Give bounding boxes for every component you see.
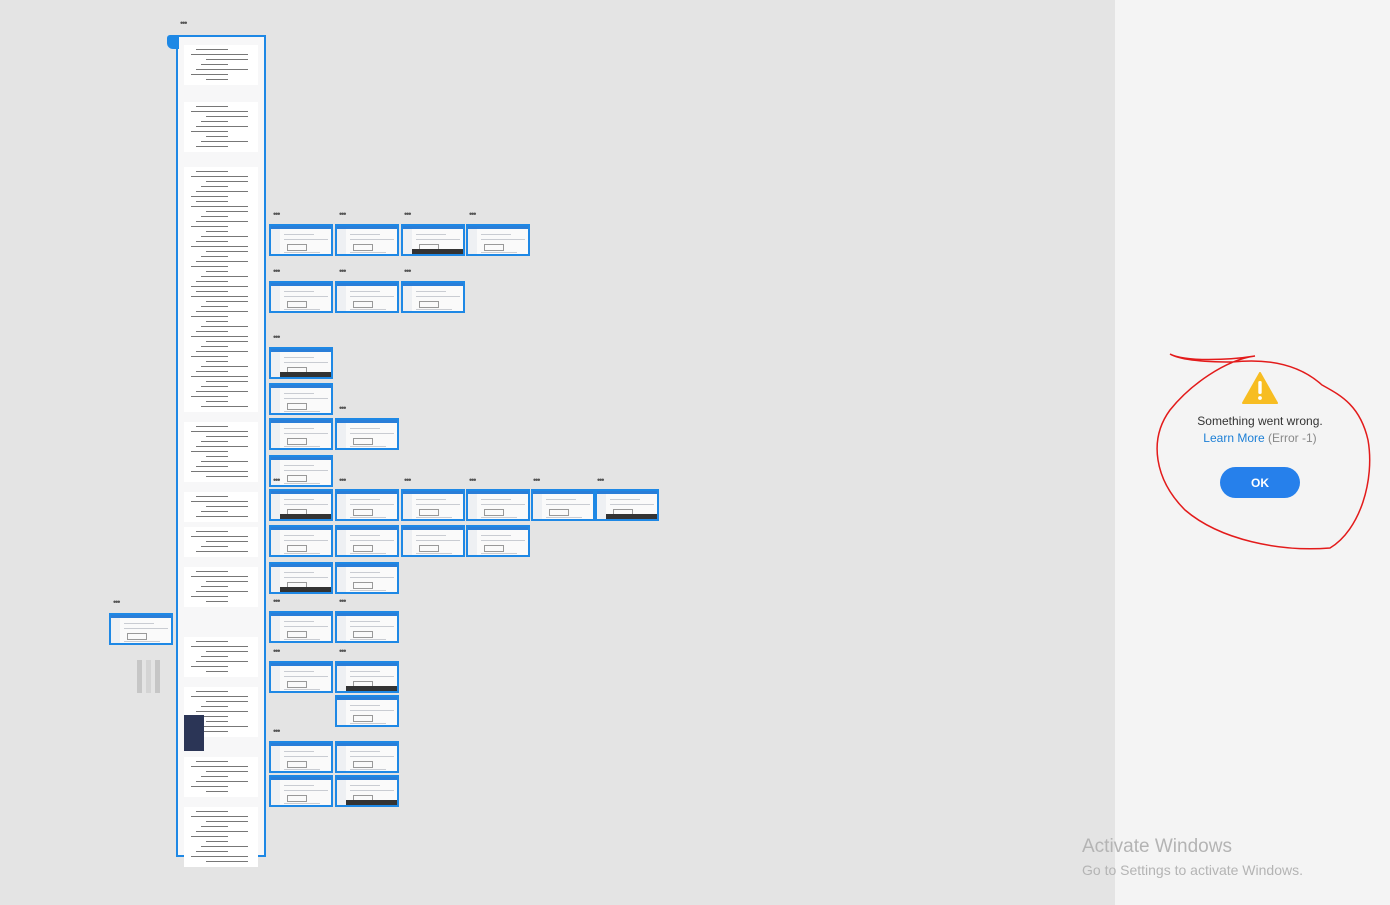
artboard-thumbnail[interactable] bbox=[466, 489, 530, 521]
artboard-section bbox=[184, 422, 258, 482]
artboard-more-icon[interactable]: ••• bbox=[533, 475, 541, 485]
artboard-more-icon[interactable]: ••• bbox=[339, 475, 347, 485]
artboard-more-icon[interactable]: ••• bbox=[339, 209, 347, 219]
artboard-thumbnail[interactable] bbox=[335, 281, 399, 313]
artboard-more-icon[interactable]: ••• bbox=[273, 596, 281, 606]
artboard-more-icon[interactable]: ••• bbox=[113, 597, 121, 607]
design-canvas[interactable]: ••• ••• ••• ••• ••• ••• ••• ••• ••• ••• ••• ••• ••• •… bbox=[0, 0, 1115, 905]
artboard-thumbnail[interactable] bbox=[466, 224, 530, 256]
artboard-thumbnail[interactable] bbox=[335, 741, 399, 773]
artboard-thumbnail[interactable] bbox=[269, 383, 333, 415]
artboard-more-icon[interactable]: ••• bbox=[339, 646, 347, 656]
warning-triangle-icon bbox=[1242, 372, 1278, 404]
artboard-section bbox=[184, 807, 258, 867]
artboard-thumbnail[interactable] bbox=[269, 562, 333, 594]
artboard-section bbox=[184, 45, 258, 85]
artboard-more-icon[interactable]: ••• bbox=[273, 475, 281, 485]
artboard-thumbnail[interactable] bbox=[269, 281, 333, 313]
error-message: Something went wrong. bbox=[1197, 414, 1323, 428]
artboard-more-icon[interactable]: ••• bbox=[469, 475, 477, 485]
artboard-more-icon[interactable]: ••• bbox=[273, 332, 281, 342]
artboard-more-icon[interactable]: ••• bbox=[404, 266, 412, 276]
artboard-more-icon[interactable]: ••• bbox=[273, 726, 281, 736]
artboard-more-icon[interactable]: ••• bbox=[273, 266, 281, 276]
artboard-more-icon[interactable]: ••• bbox=[180, 18, 188, 28]
artboard-dark-panel bbox=[184, 715, 204, 751]
artboard-thumbnail[interactable] bbox=[335, 661, 399, 693]
error-details: Learn More (Error -1) bbox=[1170, 431, 1350, 445]
artboard-section bbox=[184, 367, 258, 412]
artboard-thumbnail[interactable] bbox=[335, 775, 399, 807]
artboard-more-icon[interactable]: ••• bbox=[339, 403, 347, 413]
artboard-thumbnail[interactable] bbox=[401, 224, 465, 256]
artboard-thumbnail[interactable] bbox=[269, 741, 333, 773]
artboard-thumbnail[interactable] bbox=[595, 489, 659, 521]
artboard-more-icon[interactable]: ••• bbox=[469, 209, 477, 219]
artboard-selection-tab bbox=[167, 35, 179, 49]
artboard-thumbnail[interactable] bbox=[335, 562, 399, 594]
artboard-more-icon[interactable]: ••• bbox=[273, 646, 281, 656]
artboard-thumbnail[interactable] bbox=[269, 489, 333, 521]
artboard-thumbnail[interactable] bbox=[401, 281, 465, 313]
artboard-section bbox=[184, 197, 258, 292]
artboard-thumbnail[interactable] bbox=[531, 489, 595, 521]
artboard-thumbnail[interactable] bbox=[335, 489, 399, 521]
error-dialog: Something went wrong. Learn More (Error … bbox=[1170, 372, 1350, 498]
artboard-thumbnail[interactable] bbox=[109, 613, 173, 645]
artboard-more-icon[interactable]: ••• bbox=[273, 209, 281, 219]
artboard-thumbnail[interactable] bbox=[269, 611, 333, 643]
artboard-section bbox=[184, 287, 258, 382]
artboard-thumbnail[interactable] bbox=[269, 661, 333, 693]
artboard-section bbox=[184, 492, 258, 522]
artboard-thumbnail[interactable] bbox=[335, 525, 399, 557]
learn-more-link[interactable]: Learn More bbox=[1203, 431, 1265, 445]
artboard-section bbox=[184, 102, 258, 152]
artboard-thumbnail[interactable] bbox=[335, 611, 399, 643]
artboard-section bbox=[184, 757, 258, 797]
artboard-section bbox=[184, 637, 258, 677]
artboard-more-icon[interactable]: ••• bbox=[597, 475, 605, 485]
artboard-style-guide[interactable] bbox=[167, 35, 266, 867]
artboard-thumbnail[interactable] bbox=[335, 224, 399, 256]
ok-button[interactable]: OK bbox=[1220, 467, 1300, 498]
artboard-section bbox=[184, 567, 258, 607]
artboard-thumbnail[interactable] bbox=[269, 347, 333, 379]
artboard-more-icon[interactable]: ••• bbox=[339, 596, 347, 606]
artboard-thumbnail[interactable] bbox=[401, 525, 465, 557]
artboard-more-icon[interactable]: ••• bbox=[339, 266, 347, 276]
artboard-thumbnail[interactable] bbox=[401, 489, 465, 521]
error-code: (Error -1) bbox=[1268, 431, 1317, 445]
activate-windows-title: Activate Windows bbox=[1082, 836, 1232, 857]
artboard-thumbnail[interactable] bbox=[335, 418, 399, 450]
activate-windows-subtitle: Go to Settings to activate Windows. bbox=[1082, 862, 1303, 878]
artboard-thumbnail[interactable] bbox=[269, 525, 333, 557]
artboard-thumbnail[interactable] bbox=[269, 224, 333, 256]
artboard-thumbnail[interactable] bbox=[335, 695, 399, 727]
artboard-thumbnail[interactable] bbox=[269, 775, 333, 807]
artboard-more-icon[interactable]: ••• bbox=[404, 209, 412, 219]
artboard-section bbox=[184, 527, 258, 557]
artboard-placeholder-icon bbox=[137, 660, 161, 693]
artboard-more-icon[interactable]: ••• bbox=[404, 475, 412, 485]
artboard-thumbnail[interactable] bbox=[269, 418, 333, 450]
artboard-thumbnail[interactable] bbox=[466, 525, 530, 557]
artboard-thumbnail[interactable] bbox=[269, 455, 333, 487]
